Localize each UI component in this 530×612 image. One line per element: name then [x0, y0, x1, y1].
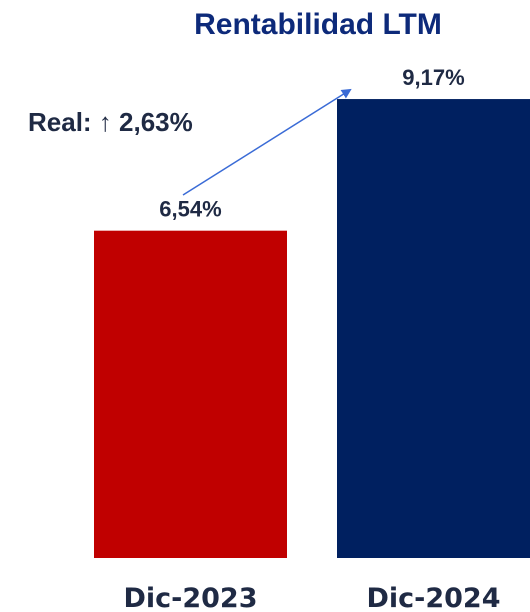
category-label-dic-2024: Dic-2024 [366, 583, 500, 612]
annotation-label: Real: ↑ 2,63% [28, 107, 193, 137]
category-label-dic-2023: Dic-2023 [123, 583, 257, 612]
change-arrow [182, 88, 352, 196]
bars-group [94, 99, 530, 558]
category-labels-group: Dic-2023 Dic-2024 [123, 583, 500, 612]
bar-dic-2023 [94, 230, 287, 558]
chart-title: Rentabilidad LTM [194, 8, 442, 41]
data-label-dic-2024: 9,17% [402, 65, 464, 90]
data-label-dic-2023: 6,54% [159, 197, 221, 222]
bar-dic-2024 [337, 99, 530, 558]
data-labels-group: 6,54% 9,17% [159, 65, 464, 222]
